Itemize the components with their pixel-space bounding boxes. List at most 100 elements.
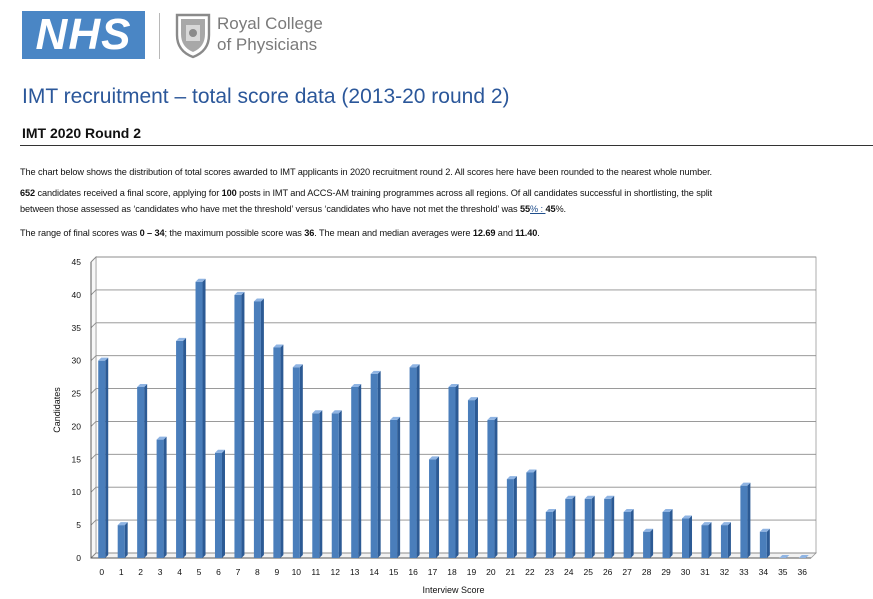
x-tick-label: 13 <box>350 567 360 577</box>
bar <box>701 525 709 558</box>
bar <box>253 301 261 558</box>
bar-top <box>156 436 167 440</box>
gridline <box>90 519 816 526</box>
bar-top <box>448 383 459 387</box>
x-tick-label: 12 <box>331 567 341 577</box>
y-tick-label: 35 <box>72 323 82 333</box>
range-text-c: . The mean and median averages were <box>314 228 473 238</box>
score-range: 0 – 34 <box>139 228 165 238</box>
x-tick-label: 20 <box>486 567 496 577</box>
y-tick-label: 20 <box>72 421 82 431</box>
y-tick-label: 40 <box>72 290 82 300</box>
x-tick-label: 3 <box>158 567 163 577</box>
bar-top <box>759 528 770 532</box>
x-tick-label: 25 <box>583 567 593 577</box>
logo-divider <box>159 13 160 59</box>
x-tick-label: 36 <box>798 567 808 577</box>
bar-top <box>176 337 187 341</box>
x-tick-label: 16 <box>408 567 418 577</box>
bar-side <box>669 508 673 558</box>
bar-side <box>533 469 537 558</box>
bar-top <box>779 555 790 558</box>
split-met: 55 <box>519 204 531 214</box>
x-tick-label: 2 <box>138 567 143 577</box>
split-separator: % : <box>530 204 546 214</box>
college-name-line2: of Physicians <box>217 35 318 54</box>
x-tick-label: 23 <box>545 567 555 577</box>
bar <box>604 498 612 558</box>
bar <box>682 518 690 558</box>
split-end: %. <box>555 204 567 214</box>
bar-side <box>513 476 517 558</box>
bar <box>273 347 281 558</box>
bar-top <box>798 555 809 558</box>
x-tick-label: 34 <box>759 567 769 577</box>
bar-side <box>611 495 615 558</box>
bar-side <box>630 508 634 558</box>
bar-side <box>727 522 731 558</box>
bar <box>545 511 553 558</box>
bar-side <box>221 449 225 558</box>
bar <box>467 400 475 558</box>
y-tick-label: 25 <box>72 389 82 399</box>
x-tick-label: 4 <box>177 567 182 577</box>
bar <box>409 367 417 558</box>
bar-top <box>98 357 109 361</box>
bar-top <box>253 298 264 302</box>
x-tick-label: 30 <box>681 567 691 577</box>
bar-side <box>766 528 770 558</box>
bar-top <box>487 416 498 420</box>
bar <box>565 498 573 558</box>
gridline <box>90 289 816 296</box>
x-tick-label: 6 <box>216 567 221 577</box>
median-score: 11.40 <box>515 228 538 238</box>
x-tick-label: 17 <box>428 567 438 577</box>
rcp-crest-icon <box>175 13 211 59</box>
bar-side <box>280 344 284 558</box>
bar <box>331 413 339 558</box>
college-name: Royal College of Physicians <box>217 13 323 55</box>
x-tick-label: 8 <box>255 567 260 577</box>
bar-side <box>650 528 654 558</box>
x-tick-label: 10 <box>292 567 302 577</box>
bar-top <box>701 522 712 526</box>
nhs-logo: NHS <box>22 10 145 59</box>
x-tick-label: 1 <box>119 567 124 577</box>
bar-top <box>312 410 323 414</box>
bar-side <box>689 515 693 558</box>
bar <box>429 459 437 558</box>
bar-top <box>584 495 595 499</box>
bar <box>214 452 222 558</box>
bar-top <box>720 522 731 526</box>
bar <box>448 386 456 558</box>
gridline <box>90 486 816 493</box>
x-tick-label: 18 <box>447 567 457 577</box>
bar <box>526 472 534 558</box>
bar <box>506 479 514 558</box>
bar-side <box>436 456 440 558</box>
bar-side <box>572 495 576 558</box>
bar-top <box>623 508 634 512</box>
gridline <box>90 256 816 263</box>
gridline <box>90 420 816 427</box>
y-tick-label: 45 <box>72 257 82 267</box>
x-tick-label: 5 <box>197 567 202 577</box>
x-tick-label: 31 <box>700 567 710 577</box>
page-title: IMT recruitment – total score data (2013… <box>22 85 510 108</box>
gridline <box>90 388 816 394</box>
bar <box>292 367 300 558</box>
bar <box>623 511 631 558</box>
bar-side <box>455 383 459 558</box>
bar-side <box>552 508 556 558</box>
range-text-e: . <box>537 228 540 238</box>
gridline <box>90 322 816 329</box>
y-tick-label: 30 <box>72 356 82 366</box>
section-title: IMT 2020 Round 2 <box>22 125 142 141</box>
posts-count: 100 <box>221 188 237 198</box>
gridline <box>90 552 816 559</box>
x-tick-label: 7 <box>236 567 241 577</box>
bar-top <box>545 508 556 512</box>
y-tick-label: 5 <box>76 520 81 530</box>
bar <box>643 531 651 558</box>
x-tick-label: 28 <box>642 567 652 577</box>
